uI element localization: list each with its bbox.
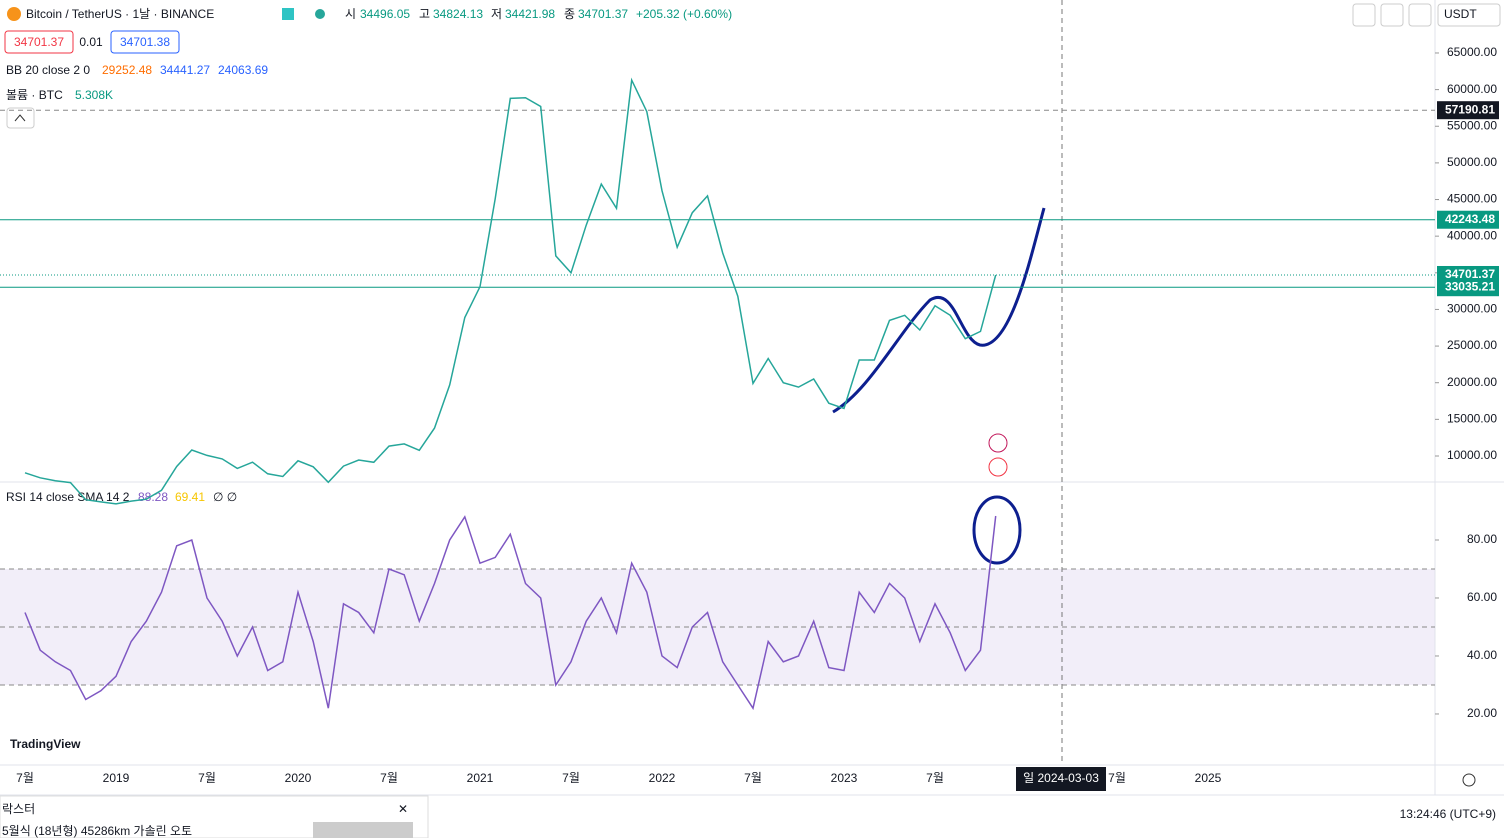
y-tick-label: 30000.00 xyxy=(1447,302,1497,316)
x-tick-label: 7월 xyxy=(744,771,762,785)
ad-title[interactable]: 락스터 xyxy=(2,802,35,816)
y-tick-label: 60.00 xyxy=(1467,590,1497,604)
volume-label: 볼륨 · BTC xyxy=(6,88,63,102)
flag xyxy=(282,8,294,20)
level-box xyxy=(1437,210,1499,229)
ad-close[interactable]: ✕ xyxy=(398,802,408,816)
y-tick-label: 25000.00 xyxy=(1447,338,1497,352)
y-tick-label: 40.00 xyxy=(1467,648,1497,662)
rsi-label: RSI 14 close SMA 14 2 xyxy=(6,490,130,504)
y-tick-label: 55000.00 xyxy=(1447,118,1497,132)
level-box xyxy=(1437,278,1499,297)
y-tick-label: 65000.00 xyxy=(1447,45,1497,59)
low: 34421.98 xyxy=(505,7,555,21)
y-tick-label: 80.00 xyxy=(1467,532,1497,546)
sell[interactable]: 34701.37 xyxy=(14,35,64,49)
bb-basis: 29252.48 xyxy=(102,63,152,77)
currency-button[interactable] xyxy=(1437,3,1501,27)
x-tick-label: 7월 xyxy=(926,771,944,785)
high-label: 고 xyxy=(419,7,430,21)
x-tick-label: 2025 xyxy=(1195,771,1222,785)
x-tick-label: 2022 xyxy=(649,771,676,785)
buy[interactable]: 34701.38 xyxy=(120,35,170,49)
coin-icon xyxy=(7,7,21,21)
x-tick-label: 2019 xyxy=(103,771,130,785)
bb-lower: 24063.69 xyxy=(218,63,268,77)
open: 34496.05 xyxy=(360,7,410,21)
level-box xyxy=(1437,101,1499,120)
crosshair-date: 일 2024-03-03 xyxy=(1023,771,1099,785)
event-flag[interactable] xyxy=(988,457,1008,477)
x-tick-label: 7월 xyxy=(198,771,216,785)
x-tick-label: 7월 xyxy=(1108,771,1126,785)
sell-button[interactable] xyxy=(4,30,74,54)
y-tick-label: 20.00 xyxy=(1467,706,1497,720)
x-tick-label: 2020 xyxy=(285,771,312,785)
clock: 13:24:46 (UTC+9) xyxy=(1400,807,1496,821)
symbol[interactable]: Bitcoin / TetherUS · 1날 · BINANCE xyxy=(26,7,214,21)
screenshot-button[interactable] xyxy=(1408,3,1432,27)
y-tick-label: 15000.00 xyxy=(1447,412,1497,426)
price-line xyxy=(24,77,997,505)
y-tick-label: 10000.00 xyxy=(1447,448,1497,462)
rsi-extra: ∅ ∅ xyxy=(213,490,237,504)
drawing-circle xyxy=(972,495,1022,565)
y-tick-label: 20000.00 xyxy=(1447,375,1497,389)
collapse-icon xyxy=(14,114,26,122)
event-icon[interactable] xyxy=(988,433,1008,453)
ad-text[interactable]: 5월식 (18년형) 45286km 가솔린 오토 xyxy=(2,824,192,838)
rsi-ma: 69.41 xyxy=(175,490,205,504)
collapse-button[interactable] xyxy=(6,107,35,129)
header: Bitcoin / TetherUS · 1날 · BINANCE 시 3449… xyxy=(0,3,1501,838)
level-label: 42243.48 xyxy=(1445,212,1495,226)
bb-label: BB 20 close 2 0 xyxy=(6,63,90,77)
crosshair-date-box xyxy=(1016,767,1106,791)
settings-icon[interactable] xyxy=(1462,773,1476,787)
low-label: 저 xyxy=(491,7,502,21)
x-tick-label: 7월 xyxy=(16,771,34,785)
open-label: 시 xyxy=(345,7,356,21)
x-tick-label: 7월 xyxy=(562,771,580,785)
level-label: 34701.37 xyxy=(1445,267,1495,281)
y-tick-label: 60000.00 xyxy=(1447,82,1497,96)
status-dot xyxy=(315,9,325,19)
level-label: 33035.21 xyxy=(1445,279,1495,293)
buy-button[interactable] xyxy=(110,30,180,54)
bb-upper: 34441.27 xyxy=(160,63,210,77)
y-tick-label: 45000.00 xyxy=(1447,192,1497,206)
ad-image xyxy=(313,822,413,838)
high: 34824.13 xyxy=(433,7,483,21)
x-tick-label: 7월 xyxy=(380,771,398,785)
download-button[interactable] xyxy=(1352,3,1376,27)
expand-button[interactable] xyxy=(1380,3,1404,27)
x-tick-label: 2023 xyxy=(831,771,858,785)
y-tick-label: 40000.00 xyxy=(1447,228,1497,242)
close-label: 종 xyxy=(564,7,575,21)
close: 34701.37 xyxy=(578,7,628,21)
rsi-value: 88.28 xyxy=(138,490,168,504)
volume-value: 5.308K xyxy=(75,88,113,102)
change: +205.32 (+0.60%) xyxy=(636,7,732,21)
spread: 0.01 xyxy=(79,35,103,49)
level-label: 57190.81 xyxy=(1445,102,1495,116)
brand: TradingView xyxy=(10,737,81,751)
currency[interactable]: USDT xyxy=(1444,7,1477,21)
y-tick-label: 50000.00 xyxy=(1447,155,1497,169)
drawing-curve xyxy=(832,207,1046,414)
rsi-band-fill xyxy=(0,569,1435,685)
rsi-line xyxy=(24,515,997,711)
x-tick-label: 2021 xyxy=(467,771,494,785)
